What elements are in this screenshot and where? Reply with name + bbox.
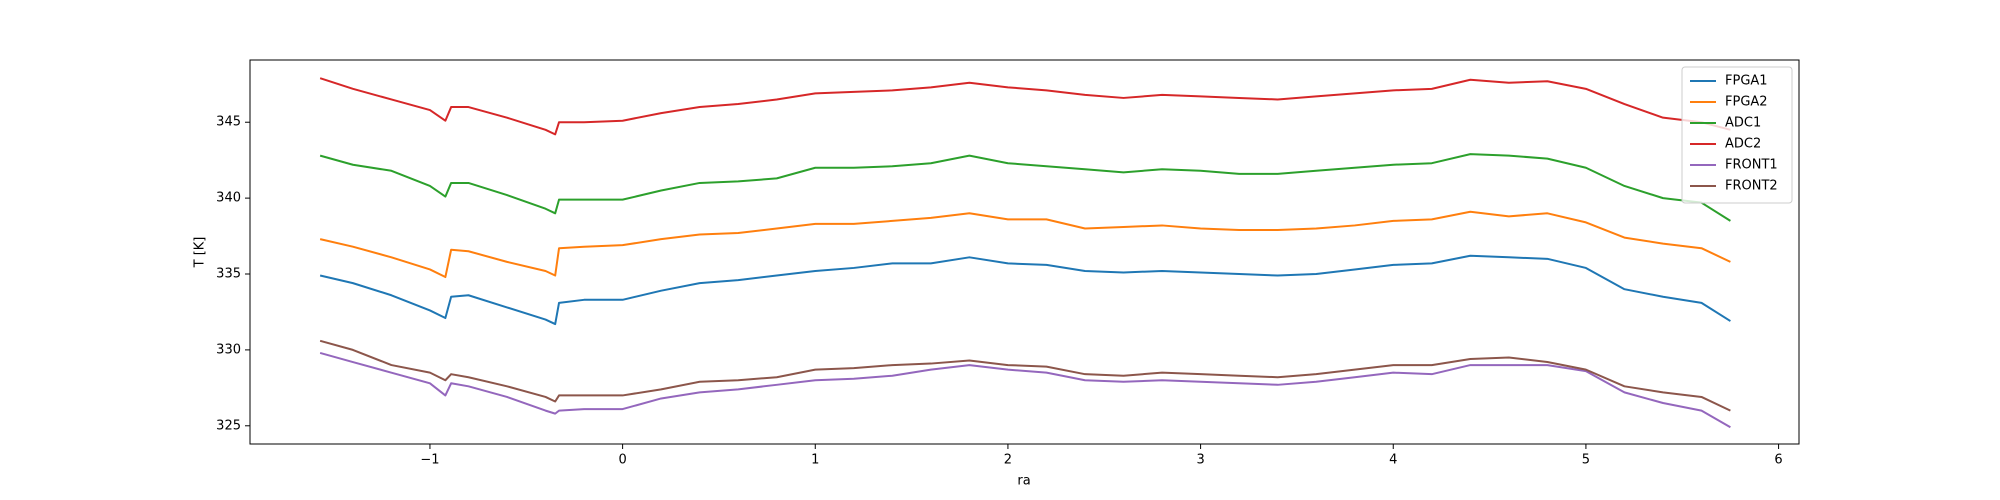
legend-label: FRONT1 xyxy=(1725,158,1778,173)
y-tick-label: 345 xyxy=(216,115,241,130)
y-tick-label: 340 xyxy=(216,191,241,206)
x-tick-label: 2 xyxy=(1004,453,1012,468)
data-line xyxy=(319,339,1731,412)
legend-label: FRONT2 xyxy=(1725,179,1778,194)
y-tick-label: 330 xyxy=(216,342,241,357)
axes-frame xyxy=(249,59,1800,445)
x-axis-label: ra xyxy=(1017,474,1030,489)
data-line xyxy=(319,77,1731,136)
data-line xyxy=(319,351,1731,429)
y-tick-label: 335 xyxy=(216,267,241,282)
x-tick-label: 4 xyxy=(1389,453,1397,468)
legend-label: FPGA2 xyxy=(1725,95,1768,110)
x-tick-label: 6 xyxy=(1774,453,1782,468)
legend-label: FPGA1 xyxy=(1725,74,1768,89)
x-tick-label: 0 xyxy=(618,453,626,468)
x-tick-label: −1 xyxy=(420,453,439,468)
legend-label: ADC1 xyxy=(1725,116,1761,131)
y-tick-label: 325 xyxy=(216,418,241,433)
legend-label: ADC2 xyxy=(1725,137,1761,152)
x-tick-label: 5 xyxy=(1582,453,1590,468)
y-axis-label: T [K] xyxy=(193,237,208,269)
x-tick-label: 3 xyxy=(1196,453,1204,468)
data-line xyxy=(319,210,1731,279)
data-line xyxy=(319,254,1731,326)
x-tick-label: 1 xyxy=(811,453,819,468)
data-line xyxy=(319,153,1731,222)
